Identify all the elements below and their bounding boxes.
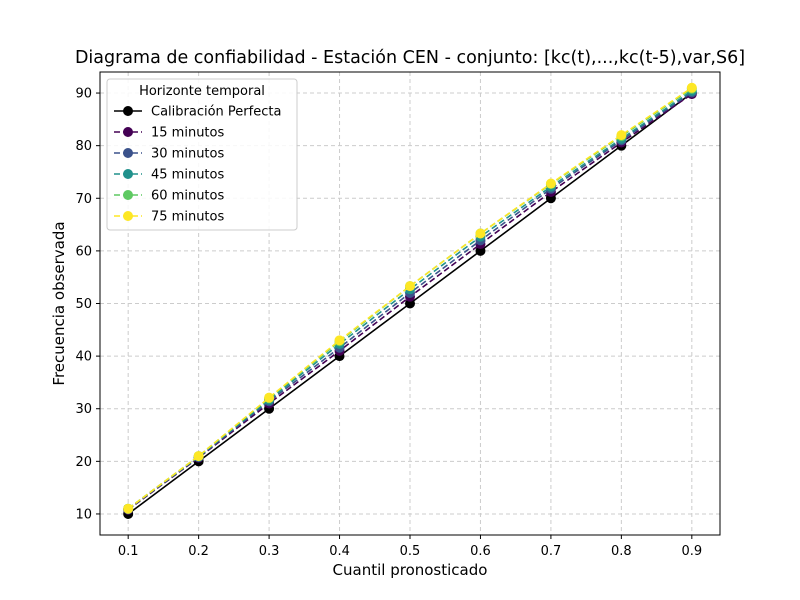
legend-label: 60 minutos bbox=[151, 189, 224, 204]
series-line bbox=[127, 87, 693, 510]
x-tick-label: 0.8 bbox=[611, 544, 632, 559]
data-point bbox=[123, 503, 134, 514]
series-5 bbox=[123, 82, 697, 514]
data-point bbox=[405, 298, 415, 309]
legend-label: Calibración Perfecta bbox=[151, 105, 281, 120]
legend-entry: 45 minutos bbox=[114, 168, 224, 183]
y-tick-label: 50 bbox=[75, 297, 92, 312]
y-tick-label: 20 bbox=[75, 455, 92, 470]
legend-title: Horizonte temporal bbox=[139, 84, 265, 99]
data-point bbox=[616, 130, 627, 141]
y-tick-label: 10 bbox=[75, 507, 92, 522]
legend-swatch-marker bbox=[123, 127, 133, 137]
x-tick-label: 0.3 bbox=[259, 544, 280, 559]
data-point bbox=[475, 245, 486, 256]
legend-swatch-marker bbox=[123, 169, 133, 179]
data-point bbox=[475, 228, 486, 239]
legend-label: 75 minutos bbox=[151, 210, 224, 225]
chart-title: Diagrama de confiabilidad - Estación CEN… bbox=[75, 48, 745, 68]
y-axis-label: Frecuencia observada bbox=[50, 221, 68, 385]
legend-items: Calibración Perfecta 15 minutos 30 minutos… bbox=[114, 105, 281, 225]
legend-swatch-marker bbox=[123, 211, 133, 221]
x-tick-label: 0.5 bbox=[400, 544, 421, 559]
legend-entry: 75 minutos bbox=[114, 210, 224, 225]
data-point bbox=[545, 178, 556, 189]
legend-swatch-marker bbox=[123, 106, 133, 116]
x-tick-label: 0.7 bbox=[541, 544, 562, 559]
y-tick-label: 40 bbox=[75, 350, 92, 365]
y-tick-label: 30 bbox=[75, 402, 92, 417]
data-point bbox=[334, 335, 345, 346]
legend-swatch-marker bbox=[123, 190, 133, 200]
legend-box bbox=[106, 78, 298, 231]
legend-entry: 60 minutos bbox=[114, 189, 224, 204]
x-axis-label: Cuantil pronosticado bbox=[333, 561, 488, 579]
legend-label: 45 minutos bbox=[151, 168, 224, 183]
legend-entry: 30 minutos bbox=[114, 147, 224, 162]
series-layer bbox=[123, 82, 697, 519]
legend-label: 30 minutos bbox=[151, 147, 224, 162]
legend-swatch-marker bbox=[123, 148, 133, 158]
y-tick-label: 90 bbox=[75, 87, 92, 102]
data-point bbox=[193, 451, 204, 462]
legend-label: 15 minutos bbox=[151, 126, 224, 141]
data-point bbox=[264, 392, 275, 403]
axis-ticks: 0.1 0.2 0.3 0.4 0.5 0.6 0.7 0.8 0.9 10 20 30 40 50 60 7… bbox=[75, 87, 702, 559]
legend-entry: Calibración Perfecta bbox=[114, 105, 281, 120]
y-tick-label: 70 bbox=[75, 192, 92, 207]
x-tick-label: 0.6 bbox=[470, 544, 491, 559]
y-tick-label: 80 bbox=[75, 139, 92, 154]
x-tick-label: 0.4 bbox=[329, 544, 350, 559]
x-tick-label: 0.2 bbox=[188, 544, 209, 559]
data-point bbox=[686, 82, 697, 93]
x-tick-label: 0.9 bbox=[681, 544, 702, 559]
x-tick-label: 0.1 bbox=[118, 544, 139, 559]
y-tick-label: 60 bbox=[75, 244, 92, 259]
legend: Horizonte temporal Calibración Perfecta 1… bbox=[106, 78, 298, 231]
data-point bbox=[405, 281, 415, 292]
legend-entry: 15 minutos bbox=[114, 126, 224, 141]
